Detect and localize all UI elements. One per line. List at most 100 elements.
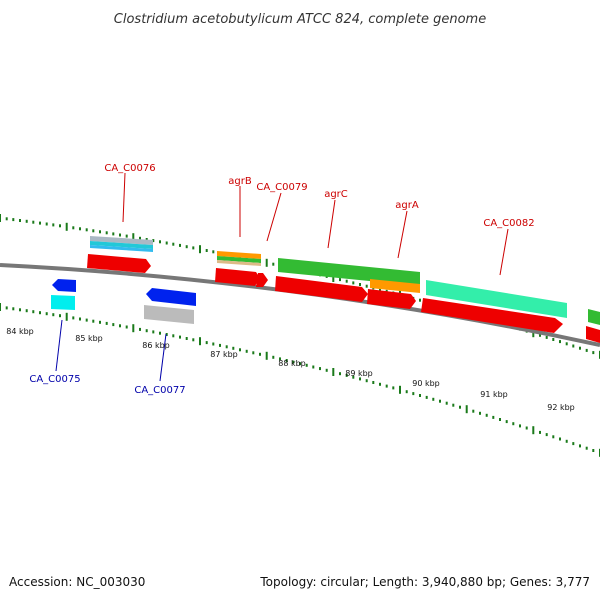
minor-tick bbox=[12, 307, 15, 311]
minor-tick bbox=[72, 226, 75, 230]
reverse-leader-lines bbox=[55, 319, 167, 382]
minor-tick bbox=[339, 278, 341, 282]
major-tick bbox=[199, 337, 201, 346]
minor-tick bbox=[5, 306, 8, 310]
major-tick bbox=[65, 312, 68, 321]
minor-tick bbox=[585, 446, 588, 450]
minor-tick bbox=[19, 219, 21, 222]
minor-tick bbox=[352, 375, 355, 379]
feature-ca-c0076[interactable] bbox=[87, 236, 153, 273]
gene-label-agra[interactable]: agrA bbox=[395, 200, 419, 211]
minor-tick bbox=[119, 233, 121, 237]
major-tick bbox=[265, 351, 268, 360]
accession-text: Accession: NC_003030 bbox=[9, 575, 145, 589]
gene-label-ca-c0075[interactable]: CA_C0075 bbox=[29, 374, 80, 385]
minor-tick bbox=[559, 437, 561, 441]
minor-tick bbox=[152, 239, 155, 243]
minor-tick bbox=[539, 333, 541, 337]
minor-tick bbox=[52, 223, 55, 227]
minor-tick bbox=[345, 279, 348, 283]
minor-tick bbox=[179, 243, 181, 247]
minor-tick bbox=[545, 335, 548, 339]
scale-label: 91 kbp bbox=[480, 390, 508, 399]
minor-tick bbox=[585, 348, 588, 352]
minor-tick bbox=[292, 360, 295, 364]
feature-ca-c0077[interactable] bbox=[144, 288, 196, 324]
genome-summary-text: Topology: circular; Length: 3,940,880 bp… bbox=[259, 575, 590, 589]
minor-tick bbox=[512, 422, 515, 426]
scale-label: 87 kbp bbox=[210, 350, 238, 359]
feature-agrb[interactable] bbox=[215, 251, 268, 287]
feature-ca-c0079[interactable] bbox=[275, 258, 420, 302]
minor-tick bbox=[359, 377, 361, 381]
minor-tick bbox=[92, 229, 95, 233]
minor-tick bbox=[552, 338, 555, 341]
gene-label-ca-c0079[interactable]: CA_C0079 bbox=[256, 182, 307, 193]
feature-ca-c0082[interactable] bbox=[421, 280, 567, 333]
minor-tick bbox=[232, 346, 235, 350]
gene-label-ca-c0076[interactable]: CA_C0076 bbox=[104, 163, 155, 174]
scale-label: 84 kbp bbox=[6, 327, 34, 336]
major-tick bbox=[265, 258, 268, 267]
scale-label: 89 kbp bbox=[345, 369, 373, 378]
minor-tick bbox=[119, 324, 121, 328]
minor-tick bbox=[379, 382, 381, 386]
minor-tick bbox=[172, 242, 175, 246]
minor-tick bbox=[345, 373, 348, 377]
minor-tick bbox=[272, 355, 275, 359]
minor-tick bbox=[32, 310, 35, 314]
minor-tick bbox=[592, 351, 595, 355]
minor-tick bbox=[565, 342, 568, 346]
minor-tick bbox=[505, 420, 508, 424]
minor-tick bbox=[19, 308, 21, 312]
minor-tick bbox=[572, 442, 575, 446]
minor-tick bbox=[72, 316, 75, 320]
major-tick bbox=[65, 222, 68, 231]
minor-tick bbox=[419, 298, 421, 302]
minor-tick bbox=[412, 392, 415, 396]
minor-tick bbox=[99, 320, 101, 324]
minor-tick bbox=[165, 333, 168, 336]
minor-tick bbox=[592, 449, 595, 452]
minor-tick bbox=[325, 368, 328, 372]
forward-gene-labels: CA_C0076 agrB CA_C0079 agrC agrA CA_C008… bbox=[104, 163, 534, 229]
minor-tick bbox=[185, 245, 188, 249]
minor-tick bbox=[39, 311, 41, 315]
minor-tick bbox=[545, 433, 548, 437]
minor-tick bbox=[112, 232, 115, 236]
minor-tick bbox=[99, 230, 101, 234]
feature-agra[interactable] bbox=[367, 279, 420, 309]
gene-label-ca-c0077[interactable]: CA_C0077 bbox=[134, 385, 185, 396]
minor-tick bbox=[419, 394, 421, 397]
minor-tick bbox=[179, 335, 181, 339]
minor-tick bbox=[432, 397, 435, 401]
gene-label-agrc[interactable]: agrC bbox=[324, 189, 348, 200]
minor-tick bbox=[372, 381, 375, 384]
feature-ca-c0075[interactable] bbox=[51, 279, 76, 310]
minor-tick bbox=[45, 222, 48, 226]
minor-tick bbox=[139, 327, 141, 331]
minor-tick bbox=[5, 217, 8, 221]
minor-tick bbox=[205, 341, 208, 345]
minor-tick bbox=[439, 399, 441, 403]
minor-tick bbox=[299, 362, 301, 366]
minor-tick bbox=[245, 349, 248, 353]
minor-tick bbox=[525, 426, 528, 430]
minor-tick bbox=[559, 340, 561, 344]
minor-tick bbox=[519, 424, 521, 428]
minor-tick bbox=[379, 288, 381, 292]
minor-tick bbox=[312, 365, 315, 369]
major-tick bbox=[532, 426, 535, 435]
minor-tick bbox=[425, 395, 428, 399]
minor-tick bbox=[305, 363, 308, 367]
major-tick bbox=[332, 274, 335, 282]
minor-tick bbox=[572, 344, 575, 348]
minor-tick bbox=[85, 318, 88, 322]
minor-tick bbox=[105, 231, 108, 235]
gene-label-agrb[interactable]: agrB bbox=[228, 176, 252, 187]
minor-tick bbox=[159, 240, 161, 244]
minor-tick bbox=[105, 321, 108, 325]
gene-label-ca-c0082[interactable]: CA_C0082 bbox=[483, 218, 534, 229]
minor-tick bbox=[285, 359, 288, 362]
minor-tick bbox=[112, 323, 115, 327]
